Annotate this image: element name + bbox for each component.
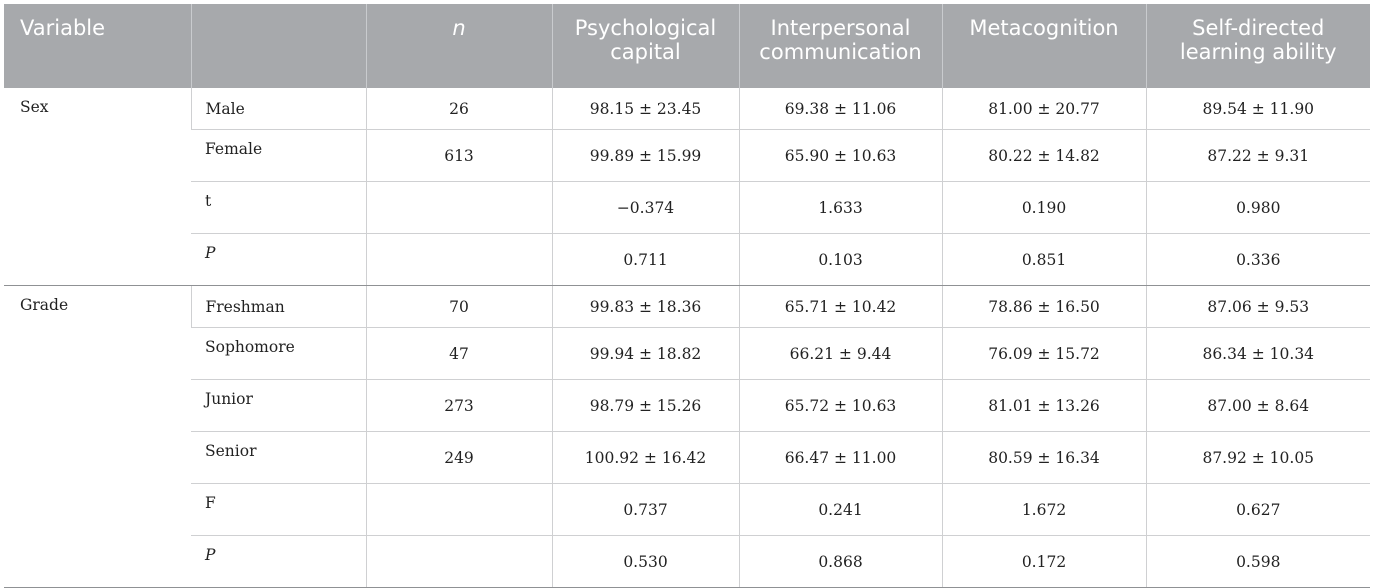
row-label: Sophomore [191, 327, 366, 380]
header-inter-line2: communication [759, 40, 922, 64]
cell-self: 87.00 ± 8.64 [1145, 379, 1370, 432]
header-blank [190, 4, 366, 88]
row-label: Female [191, 129, 366, 182]
cell-meta: 81.00 ± 20.77 [941, 88, 1146, 130]
header-n-label: n [452, 16, 466, 40]
header-self-line2: learning ability [1179, 40, 1337, 64]
header-metacognition: Metacognition [941, 4, 1146, 88]
cell-meta: 0.851 [941, 233, 1146, 286]
cell-n: 70 [365, 285, 552, 328]
cell-self: 89.54 ± 11.90 [1145, 88, 1370, 130]
header-psychological-capital: Psychological capital [551, 4, 739, 88]
cell-psych: 99.83 ± 18.36 [551, 285, 739, 328]
cell-n: 249 [365, 431, 552, 484]
cell-inter: 0.868 [738, 535, 942, 588]
header-self-directed-learning: Self-directed learning ability [1145, 4, 1370, 88]
cell-meta: 80.59 ± 16.34 [941, 431, 1146, 484]
cell-meta: 1.672 [941, 483, 1146, 536]
row-label: P [191, 233, 366, 286]
cell-meta: 81.01 ± 13.26 [941, 379, 1146, 432]
row-label: P [191, 535, 366, 588]
table-header: Variable n Psychological capital Interpe… [4, 4, 1370, 88]
group-label-sex: Sex [4, 88, 191, 286]
table-row: Female 613 99.89 ± 15.99 65.90 ± 10.63 8… [4, 129, 1370, 182]
cell-psych: 99.94 ± 18.82 [551, 327, 739, 380]
cell-psych: 0.737 [551, 483, 739, 536]
table-row: Junior 273 98.79 ± 15.26 65.72 ± 10.63 8… [4, 379, 1370, 432]
cell-inter: 0.103 [738, 233, 942, 286]
cell-n [365, 181, 552, 234]
cell-psych: 98.79 ± 15.26 [551, 379, 739, 432]
header-psych-line1: Psychological [574, 16, 717, 40]
header-row: Variable n Psychological capital Interpe… [4, 4, 1370, 88]
cell-meta: 0.172 [941, 535, 1146, 588]
header-inter-line1: Interpersonal [770, 16, 911, 40]
row-label: Senior [191, 431, 366, 484]
cell-n: 613 [365, 129, 552, 182]
row-label: t [191, 181, 366, 234]
cell-n: 47 [365, 327, 552, 380]
cell-meta: 78.86 ± 16.50 [941, 285, 1146, 328]
header-interpersonal-communication: Interpersonal communication [738, 4, 942, 88]
row-label: Freshman [190, 285, 366, 328]
cell-self: 86.34 ± 10.34 [1145, 327, 1370, 380]
row-label: F [191, 483, 366, 536]
data-table: Variable n Psychological capital Interpe… [4, 4, 1370, 588]
header-self-line1: Self-directed [1192, 16, 1325, 40]
table-row: F 0.737 0.241 1.672 0.627 [4, 483, 1370, 536]
cell-n [365, 483, 552, 536]
cell-self: 0.336 [1145, 233, 1370, 286]
cell-meta: 80.22 ± 14.82 [941, 129, 1146, 182]
table-row: Sophomore 47 99.94 ± 18.82 66.21 ± 9.44 … [4, 327, 1370, 380]
cell-psych: 99.89 ± 15.99 [551, 129, 739, 182]
cell-n: 273 [365, 379, 552, 432]
cell-inter: 69.38 ± 11.06 [738, 88, 942, 130]
cell-inter: 65.71 ± 10.42 [738, 285, 942, 328]
table-row: Sex Male 26 98.15 ± 23.45 69.38 ± 11.06 … [4, 88, 1370, 286]
table-container: Variable n Psychological capital Interpe… [4, 4, 1370, 588]
cell-self: 0.980 [1145, 181, 1370, 234]
group-label-grade: Grade [4, 285, 191, 588]
cell-self: 87.92 ± 10.05 [1145, 431, 1370, 484]
cell-self: 87.06 ± 9.53 [1145, 285, 1370, 328]
header-n: n [365, 4, 552, 88]
cell-n [365, 233, 552, 286]
table-row: t −0.374 1.633 0.190 0.980 [4, 181, 1370, 234]
cell-psych: 0.711 [551, 233, 739, 286]
table-row: Senior 249 100.92 ± 16.42 66.47 ± 11.00 … [4, 431, 1370, 484]
header-variable: Variable [4, 4, 191, 88]
cell-inter: 0.241 [738, 483, 942, 536]
table-row: P 0.530 0.868 0.172 0.598 [4, 535, 1370, 588]
cell-n [365, 535, 552, 588]
cell-psych: 0.530 [551, 535, 739, 588]
cell-psych: 100.92 ± 16.42 [551, 431, 739, 484]
cell-inter: 66.47 ± 11.00 [738, 431, 942, 484]
cell-inter: 65.72 ± 10.63 [738, 379, 942, 432]
table-row: P 0.711 0.103 0.851 0.336 [4, 233, 1370, 286]
table-row: Grade Freshman 70 99.83 ± 18.36 65.71 ± … [4, 285, 1370, 588]
row-label: Junior [191, 379, 366, 432]
cell-psych: −0.374 [551, 181, 739, 234]
cell-inter: 65.90 ± 10.63 [738, 129, 942, 182]
table-body: Sex Male 26 98.15 ± 23.45 69.38 ± 11.06 … [4, 88, 1370, 588]
header-psych-line2: capital [610, 40, 681, 64]
cell-meta: 0.190 [941, 181, 1146, 234]
cell-self: 87.22 ± 9.31 [1145, 129, 1370, 182]
cell-psych: 98.15 ± 23.45 [551, 88, 739, 130]
cell-inter: 66.21 ± 9.44 [738, 327, 942, 380]
row-label: Male [190, 88, 366, 130]
cell-n: 26 [365, 88, 552, 130]
cell-self: 0.598 [1145, 535, 1370, 588]
cell-self: 0.627 [1145, 483, 1370, 536]
cell-inter: 1.633 [738, 181, 942, 234]
cell-meta: 76.09 ± 15.72 [941, 327, 1146, 380]
